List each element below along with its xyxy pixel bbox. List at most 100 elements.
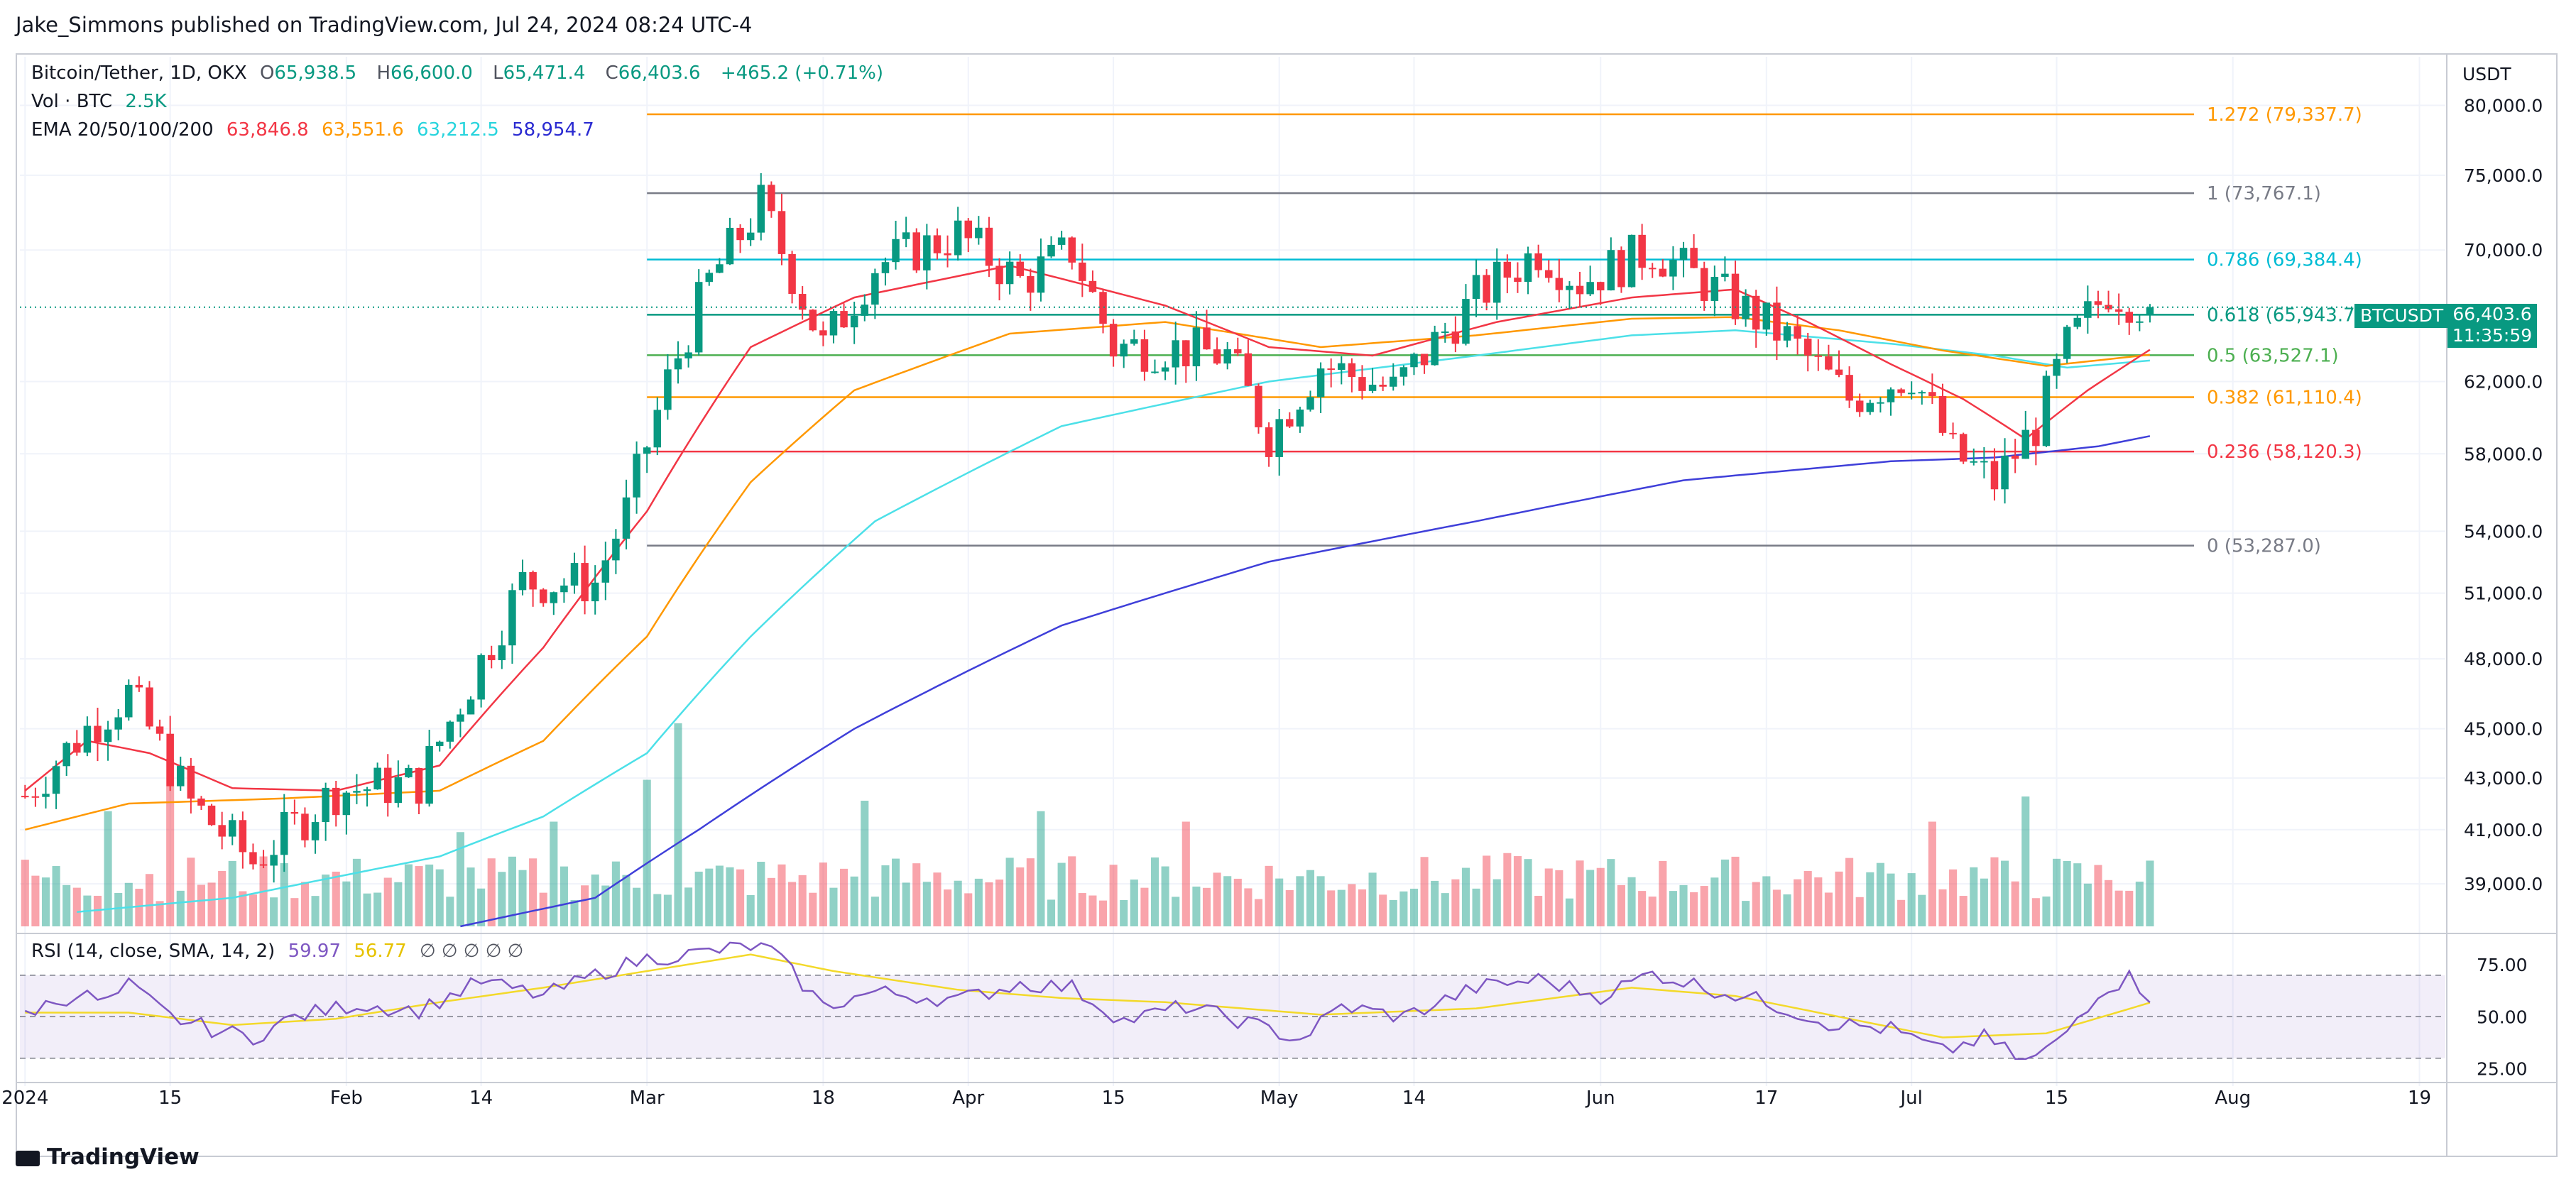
volume-bar bbox=[715, 865, 724, 926]
candle-body bbox=[322, 787, 329, 823]
candle-body bbox=[1099, 292, 1107, 324]
candle-body bbox=[809, 309, 817, 331]
candle-body bbox=[736, 227, 744, 241]
candle-body bbox=[155, 726, 164, 734]
volume-bar bbox=[518, 870, 527, 926]
volume-bar bbox=[207, 882, 216, 926]
volume-bar bbox=[663, 894, 672, 926]
volume-bar bbox=[62, 884, 71, 926]
candle-body bbox=[1079, 262, 1086, 281]
candle-body bbox=[1047, 244, 1055, 257]
candle-body bbox=[2073, 317, 2082, 327]
volume-bar bbox=[93, 895, 102, 926]
candle-body bbox=[166, 733, 174, 787]
candle-body bbox=[187, 765, 195, 799]
time-tick-label: 14 bbox=[1402, 1087, 1426, 1109]
candle-body bbox=[840, 311, 848, 328]
candle-body bbox=[1835, 369, 1843, 376]
candle-body bbox=[207, 805, 216, 826]
candle-body bbox=[1762, 302, 1771, 330]
change-value: +465.2 (+0.71%) bbox=[720, 62, 883, 84]
candle-body bbox=[933, 235, 942, 253]
volume-bar bbox=[1172, 897, 1180, 926]
candle-body bbox=[2125, 312, 2134, 323]
volume-bar bbox=[2011, 881, 2019, 926]
candle-body bbox=[280, 811, 288, 855]
volume-bar bbox=[777, 864, 786, 926]
volume-value: 2.5K bbox=[125, 91, 167, 112]
candle-body bbox=[1897, 389, 1905, 393]
close-value: 66,403.6 bbox=[618, 62, 701, 84]
time-tick-label: Mar bbox=[630, 1087, 665, 1109]
candle-body bbox=[290, 811, 299, 814]
candle-body bbox=[342, 792, 351, 816]
candle-body bbox=[373, 767, 381, 790]
candle-body bbox=[612, 538, 620, 561]
volume-bar bbox=[881, 865, 890, 926]
volume-bar bbox=[2053, 858, 2061, 926]
ema200-value: 58,954.7 bbox=[512, 119, 594, 141]
volume-bar bbox=[363, 893, 371, 926]
price-tick-label: 39,000.0 bbox=[2464, 874, 2543, 894]
candle-body bbox=[2011, 455, 2019, 459]
candle-body bbox=[1825, 356, 1833, 370]
candle-body bbox=[1109, 324, 1118, 357]
candle-body bbox=[104, 729, 112, 743]
volume-bar bbox=[1483, 855, 1491, 926]
volume-bar bbox=[1130, 880, 1138, 926]
candle-body bbox=[1483, 275, 1490, 303]
candle-body bbox=[83, 725, 92, 753]
volume-bar bbox=[633, 887, 641, 926]
rsi-label[interactable]: RSI (14, close, SMA, 14, 2) bbox=[31, 941, 275, 962]
volume-bar bbox=[176, 890, 185, 926]
rsi-na-values: ∅ ∅ ∅ ∅ ∅ bbox=[419, 941, 524, 962]
volume-bar bbox=[1399, 891, 1408, 926]
fib-level-label: 1.272 (79,337.7) bbox=[2207, 104, 2362, 126]
volume-bar bbox=[1659, 860, 1667, 926]
candle-body bbox=[1151, 371, 1159, 373]
volume-bar bbox=[1431, 880, 1439, 926]
tradingview-logo[interactable]: TradingView bbox=[16, 1144, 200, 1170]
time-tick-label: 15 bbox=[1102, 1087, 1125, 1109]
volume-bar bbox=[373, 892, 382, 926]
volume-bar bbox=[974, 878, 983, 926]
candle-body bbox=[2146, 307, 2154, 315]
volume-bar bbox=[694, 871, 703, 926]
currency-label[interactable]: USDT bbox=[2462, 64, 2511, 84]
volume-bar bbox=[72, 887, 81, 926]
volume-bar bbox=[611, 861, 620, 926]
candle-body bbox=[1534, 253, 1542, 270]
volume-bar bbox=[622, 875, 631, 926]
volume-bar bbox=[2001, 860, 2009, 926]
time-tick-label: 17 bbox=[1754, 1087, 1778, 1109]
volume-bar bbox=[819, 862, 827, 926]
candle-body bbox=[1368, 384, 1377, 391]
volume-bar bbox=[829, 887, 838, 926]
volume-bar bbox=[145, 874, 154, 926]
candle-body bbox=[674, 358, 682, 370]
volume-bar bbox=[352, 858, 361, 926]
symbol-name[interactable]: Bitcoin/Tether, 1D, OKX bbox=[31, 62, 247, 84]
candle-body bbox=[1855, 400, 1864, 412]
candle-body bbox=[964, 220, 972, 239]
volume-bar bbox=[1285, 889, 1294, 926]
volume-bar bbox=[446, 897, 454, 926]
volume-bar bbox=[498, 872, 506, 926]
candle-body bbox=[633, 454, 640, 498]
candle-body bbox=[1586, 282, 1594, 295]
candle-body bbox=[1182, 340, 1190, 367]
candle-body bbox=[788, 253, 796, 295]
candle-body bbox=[1451, 332, 1460, 344]
candle-body bbox=[270, 855, 278, 866]
price-tick-label: 80,000.0 bbox=[2464, 95, 2543, 116]
volume-bar bbox=[1140, 887, 1149, 926]
chart-frame[interactable] bbox=[16, 53, 2558, 1157]
volume-bar bbox=[1503, 853, 1512, 926]
volume-bar bbox=[1576, 860, 1584, 926]
candle-body bbox=[1576, 285, 1584, 295]
price-tick-label: 45,000.0 bbox=[2464, 719, 2543, 740]
ema-label[interactable]: EMA 20/50/100/200 bbox=[31, 119, 214, 141]
volume-bar bbox=[1472, 888, 1480, 926]
volume-label[interactable]: Vol · BTC bbox=[31, 91, 113, 112]
